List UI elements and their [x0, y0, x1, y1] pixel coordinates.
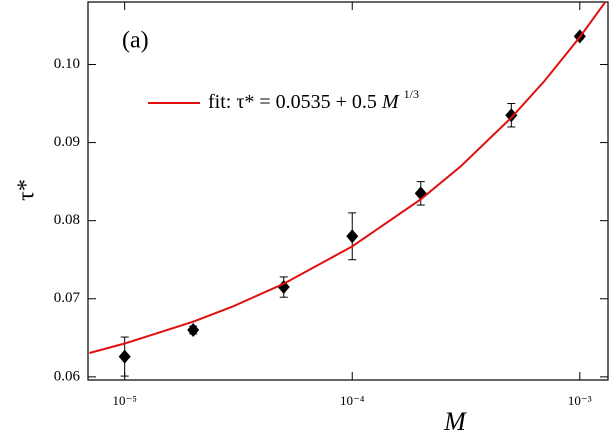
y-tick-label: 0.06 [54, 368, 81, 384]
y-tick-label: 0.09 [54, 134, 80, 150]
data-point [505, 108, 518, 123]
data-point [118, 349, 131, 364]
data-point [187, 323, 200, 338]
data-point [346, 229, 359, 244]
y-tick-label: 0.07 [54, 290, 81, 306]
y-tick-label: 0.08 [54, 212, 80, 228]
y-tick-label: 0.10 [54, 56, 80, 72]
x-tick-label: 10⁻⁴ [340, 393, 365, 408]
legend-text-exp: 1/3 [404, 87, 419, 101]
x-axis-label: M [443, 407, 467, 436]
x-tick-label: 10⁻³ [568, 393, 592, 408]
annotation: (a) [122, 28, 149, 54]
y-axis-label: τ* [14, 179, 40, 201]
fit-line [89, 2, 607, 354]
legend-text-m: M [381, 91, 400, 113]
x-tick-label: 10⁻⁵ [112, 393, 136, 408]
legend-label: fit: τ* = 0.0535 + 0.5 M 1/3 [208, 87, 419, 113]
data-point [277, 280, 290, 295]
plot-frame [87, 1, 609, 381]
legend-text: fit: τ* = 0.0535 + 0.5 [208, 91, 377, 113]
